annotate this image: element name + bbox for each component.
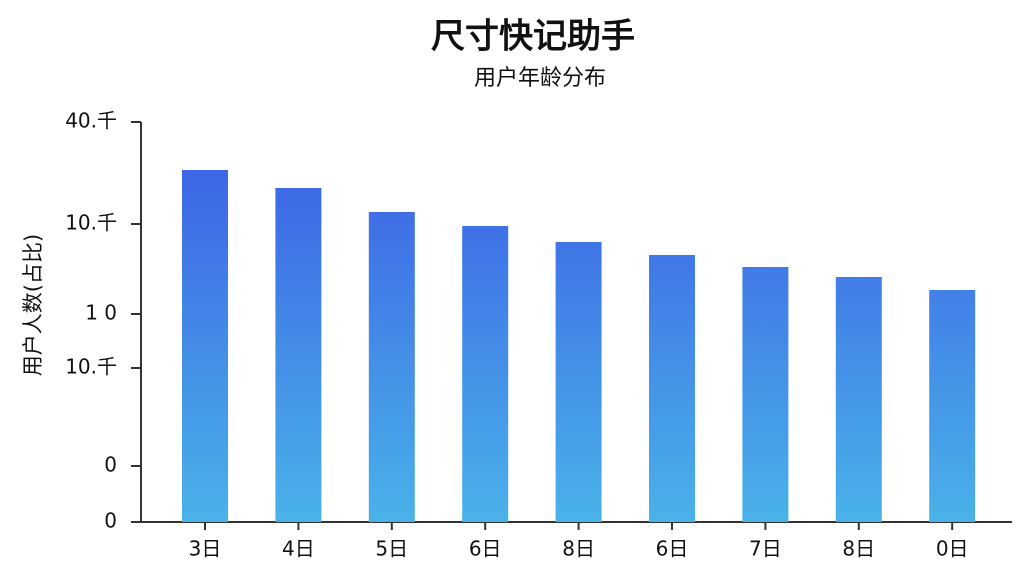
bar: [742, 267, 789, 522]
x-tick-label: 7日: [749, 537, 782, 561]
y-tick-label: 10.千: [65, 211, 117, 235]
x-tick-label: 3日: [189, 537, 222, 561]
bar: [368, 212, 415, 522]
bar: [462, 226, 509, 522]
x-tick-label: 8日: [562, 537, 595, 561]
bar: [929, 290, 976, 522]
x-tick-label: 5日: [375, 537, 408, 561]
y-tick-label: 40.千: [65, 109, 117, 133]
x-tick-label: 0日: [936, 537, 969, 561]
chart-title: 尺寸快记助手: [431, 17, 635, 57]
y-tick-label: 0: [104, 453, 117, 477]
x-tick-label: 6日: [469, 537, 502, 561]
x-tick-label: 6日: [656, 537, 689, 561]
bar: [649, 255, 695, 522]
bar: [835, 277, 882, 522]
y-tick-label: 0: [104, 509, 117, 533]
bar: [555, 242, 602, 522]
bar: [182, 170, 228, 522]
x-tick-label: 8日: [842, 537, 875, 561]
y-axis-label: 用户人数(占比): [21, 234, 45, 376]
bar: [275, 188, 322, 522]
y-tick-label: 10.千: [65, 355, 117, 379]
y-tick-label: 1 0: [85, 301, 117, 325]
chart-subtitle: 用户年龄分布: [474, 66, 606, 91]
x-tick-label: 4日: [282, 537, 315, 561]
